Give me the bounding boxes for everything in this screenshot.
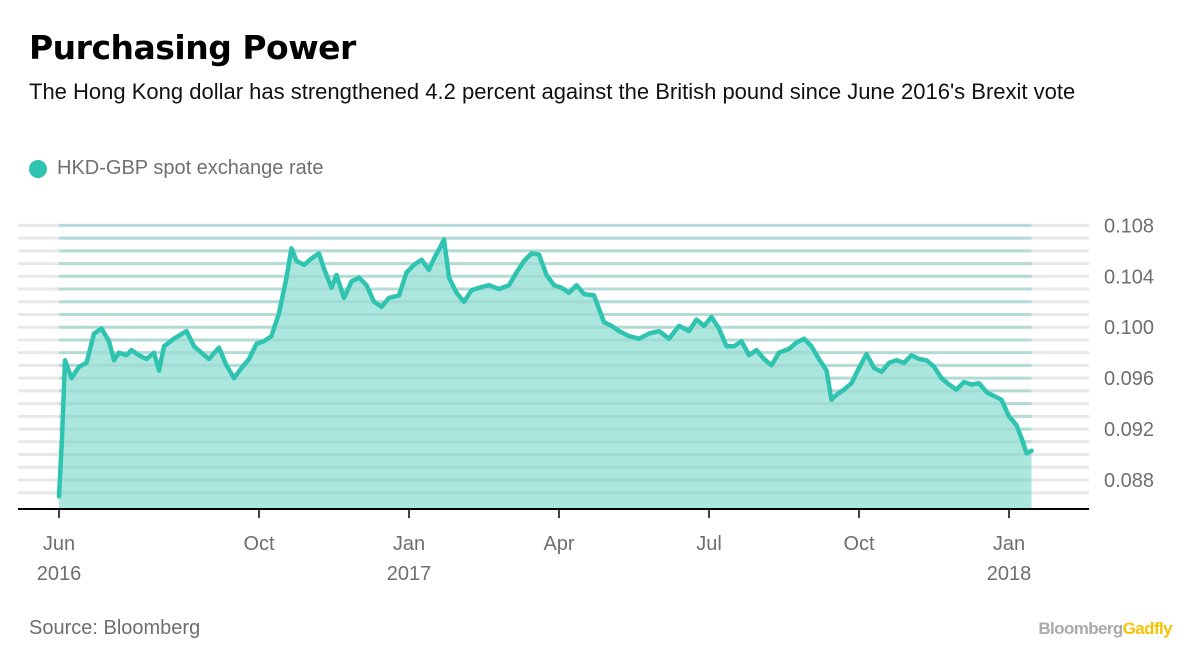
y-tick-label: 0.096: [1104, 368, 1154, 390]
series-line: [56, 237, 1034, 499]
y-tick-label: 0.100: [1104, 317, 1154, 339]
source-note: Source: Bloomberg: [29, 617, 201, 639]
x-tick-label: Oct: [843, 533, 875, 555]
chart-subtitle: The Hong Kong dollar has strengthened 4.…: [29, 79, 1076, 104]
legend: HKD-GBP spot exchange rate: [29, 157, 323, 180]
x-tick-label: Jun: [43, 533, 75, 555]
x-axis-ticks: Jun 2016 Oct Jan 2017 Apr Jul Oct Jan 2018: [37, 509, 1032, 585]
y-axis-ticks: 0.088 0.092 0.096 0.100 0.104 0.108: [1104, 215, 1154, 492]
brand-bloomberg: Bloomberg: [1038, 619, 1123, 638]
chart-title: Purchasing Power: [29, 28, 356, 67]
y-tick-label: 0.108: [1104, 215, 1154, 237]
legend-label: HKD-GBP spot exchange rate: [57, 157, 324, 179]
y-tick-label: 0.104: [1104, 266, 1154, 288]
brand-logo: BloombergGadfly: [1038, 619, 1172, 639]
x-tick-sublabel: 2016: [37, 563, 82, 585]
x-tick-label: Jul: [696, 533, 722, 555]
x-tick-label: Jan: [393, 533, 425, 555]
x-tick-sublabel: 2017: [387, 563, 432, 585]
x-tick-sublabel: 2018: [987, 563, 1032, 585]
y-tick-label: 0.092: [1104, 419, 1154, 441]
x-tick-label: Jan: [993, 533, 1025, 555]
x-tick-label: Oct: [243, 533, 275, 555]
brand-gadfly: Gadfly: [1122, 619, 1173, 638]
x-tick-label: Apr: [543, 533, 574, 555]
legend-dot-icon: [29, 159, 47, 178]
y-tick-label: 0.088: [1104, 470, 1154, 492]
